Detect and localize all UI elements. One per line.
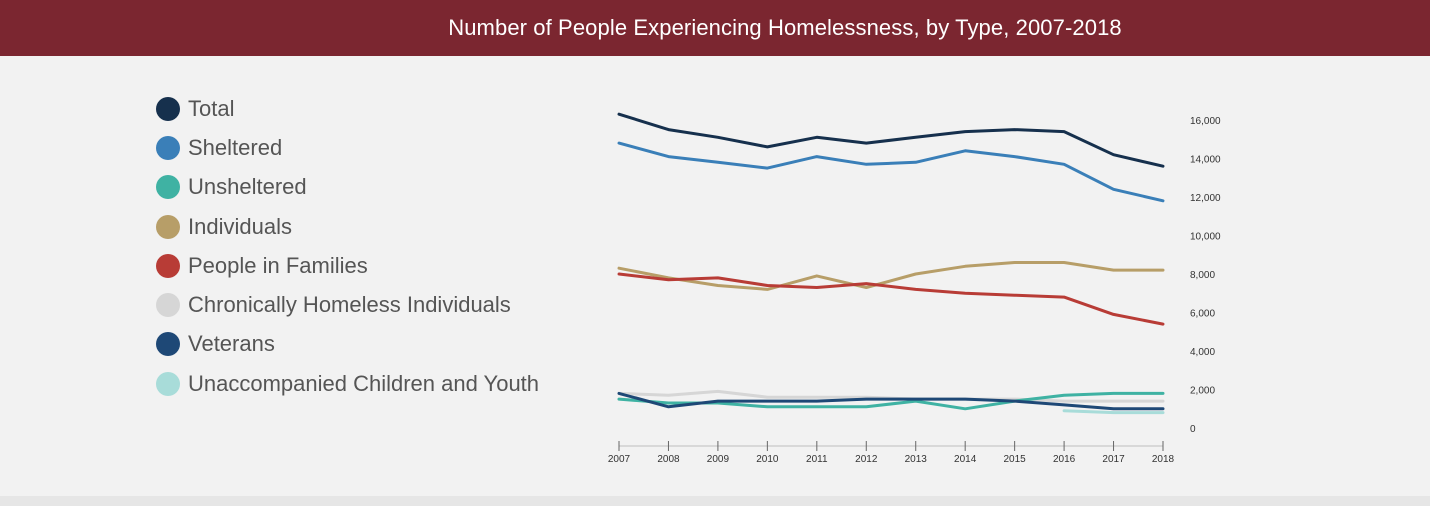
x-tick-label: 2016 bbox=[1053, 454, 1076, 465]
x-tick-label: 2015 bbox=[1004, 454, 1027, 465]
series-line-veterans bbox=[617, 391, 1165, 411]
legend-swatch bbox=[156, 293, 180, 318]
legend-item: Individuals bbox=[156, 207, 539, 246]
series-line-total bbox=[617, 112, 1165, 168]
x-tick-label: 2018 bbox=[1152, 454, 1175, 465]
y-tick-label: 6,000 bbox=[1190, 309, 1215, 320]
legend-label: Sheltered bbox=[188, 134, 283, 160]
legend-label: Unsheltered bbox=[188, 174, 307, 200]
y-tick-label: 12,000 bbox=[1190, 193, 1221, 204]
y-tick-label: 4,000 bbox=[1190, 347, 1215, 358]
legend-swatch bbox=[156, 332, 180, 357]
legend-item: Total bbox=[156, 89, 539, 128]
series-line-unaccompanied-children-and-youth bbox=[1062, 409, 1165, 415]
x-tick-label: 2017 bbox=[1102, 454, 1125, 465]
legend-swatch bbox=[156, 175, 180, 200]
chart-title: Number of People Experiencing Homelessne… bbox=[448, 15, 1122, 40]
legend-label: Unaccompanied Children and Youth bbox=[188, 370, 540, 396]
legend-swatch bbox=[156, 371, 180, 396]
x-tick-label: 2013 bbox=[905, 454, 928, 465]
y-tick-label: 8,000 bbox=[1190, 270, 1215, 281]
legend-label: Individuals bbox=[188, 213, 292, 239]
chart-title-banner: Number of People Experiencing Homelessne… bbox=[0, 0, 1430, 56]
legend-item: Veterans bbox=[156, 325, 539, 364]
x-tick-label: 2007 bbox=[608, 454, 631, 465]
series-line-people-in-families bbox=[617, 272, 1165, 326]
x-tick-label: 2009 bbox=[707, 454, 730, 465]
x-tick-label: 2010 bbox=[756, 454, 779, 465]
x-tick-label: 2011 bbox=[806, 454, 828, 465]
legend-item: Unaccompanied Children and Youth bbox=[156, 364, 539, 403]
legend-swatch bbox=[156, 135, 180, 160]
legend-swatch bbox=[156, 214, 180, 239]
legend-item: Unsheltered bbox=[156, 168, 539, 207]
y-tick-label: 2,000 bbox=[1190, 386, 1215, 397]
y-tick-label: 16,000 bbox=[1190, 116, 1221, 127]
series-line-sheltered bbox=[617, 141, 1165, 203]
series-line-individuals bbox=[617, 261, 1165, 291]
legend-label: Veterans bbox=[188, 331, 275, 357]
legend-item: Sheltered bbox=[156, 128, 539, 167]
legend-label: Total bbox=[188, 95, 235, 121]
y-tick-label: 14,000 bbox=[1190, 155, 1221, 166]
bottom-band bbox=[0, 496, 1430, 506]
legend-item: Chronically Homeless Individuals bbox=[156, 285, 539, 324]
legend-swatch bbox=[156, 253, 180, 278]
legend: Total Sheltered Unsheltered Individuals Peop… bbox=[156, 89, 539, 403]
legend-swatch bbox=[156, 96, 180, 121]
legend-label: Chronically Homeless Individuals bbox=[188, 292, 511, 318]
y-tick-label: 10,000 bbox=[1190, 232, 1221, 243]
x-tick-label: 2012 bbox=[855, 454, 878, 465]
x-tick-label: 2008 bbox=[657, 454, 680, 465]
x-tick-label: 2014 bbox=[954, 454, 977, 465]
legend-item: People in Families bbox=[156, 246, 539, 285]
y-tick-label: 0 bbox=[1190, 424, 1196, 435]
legend-label: People in Families bbox=[188, 252, 368, 278]
